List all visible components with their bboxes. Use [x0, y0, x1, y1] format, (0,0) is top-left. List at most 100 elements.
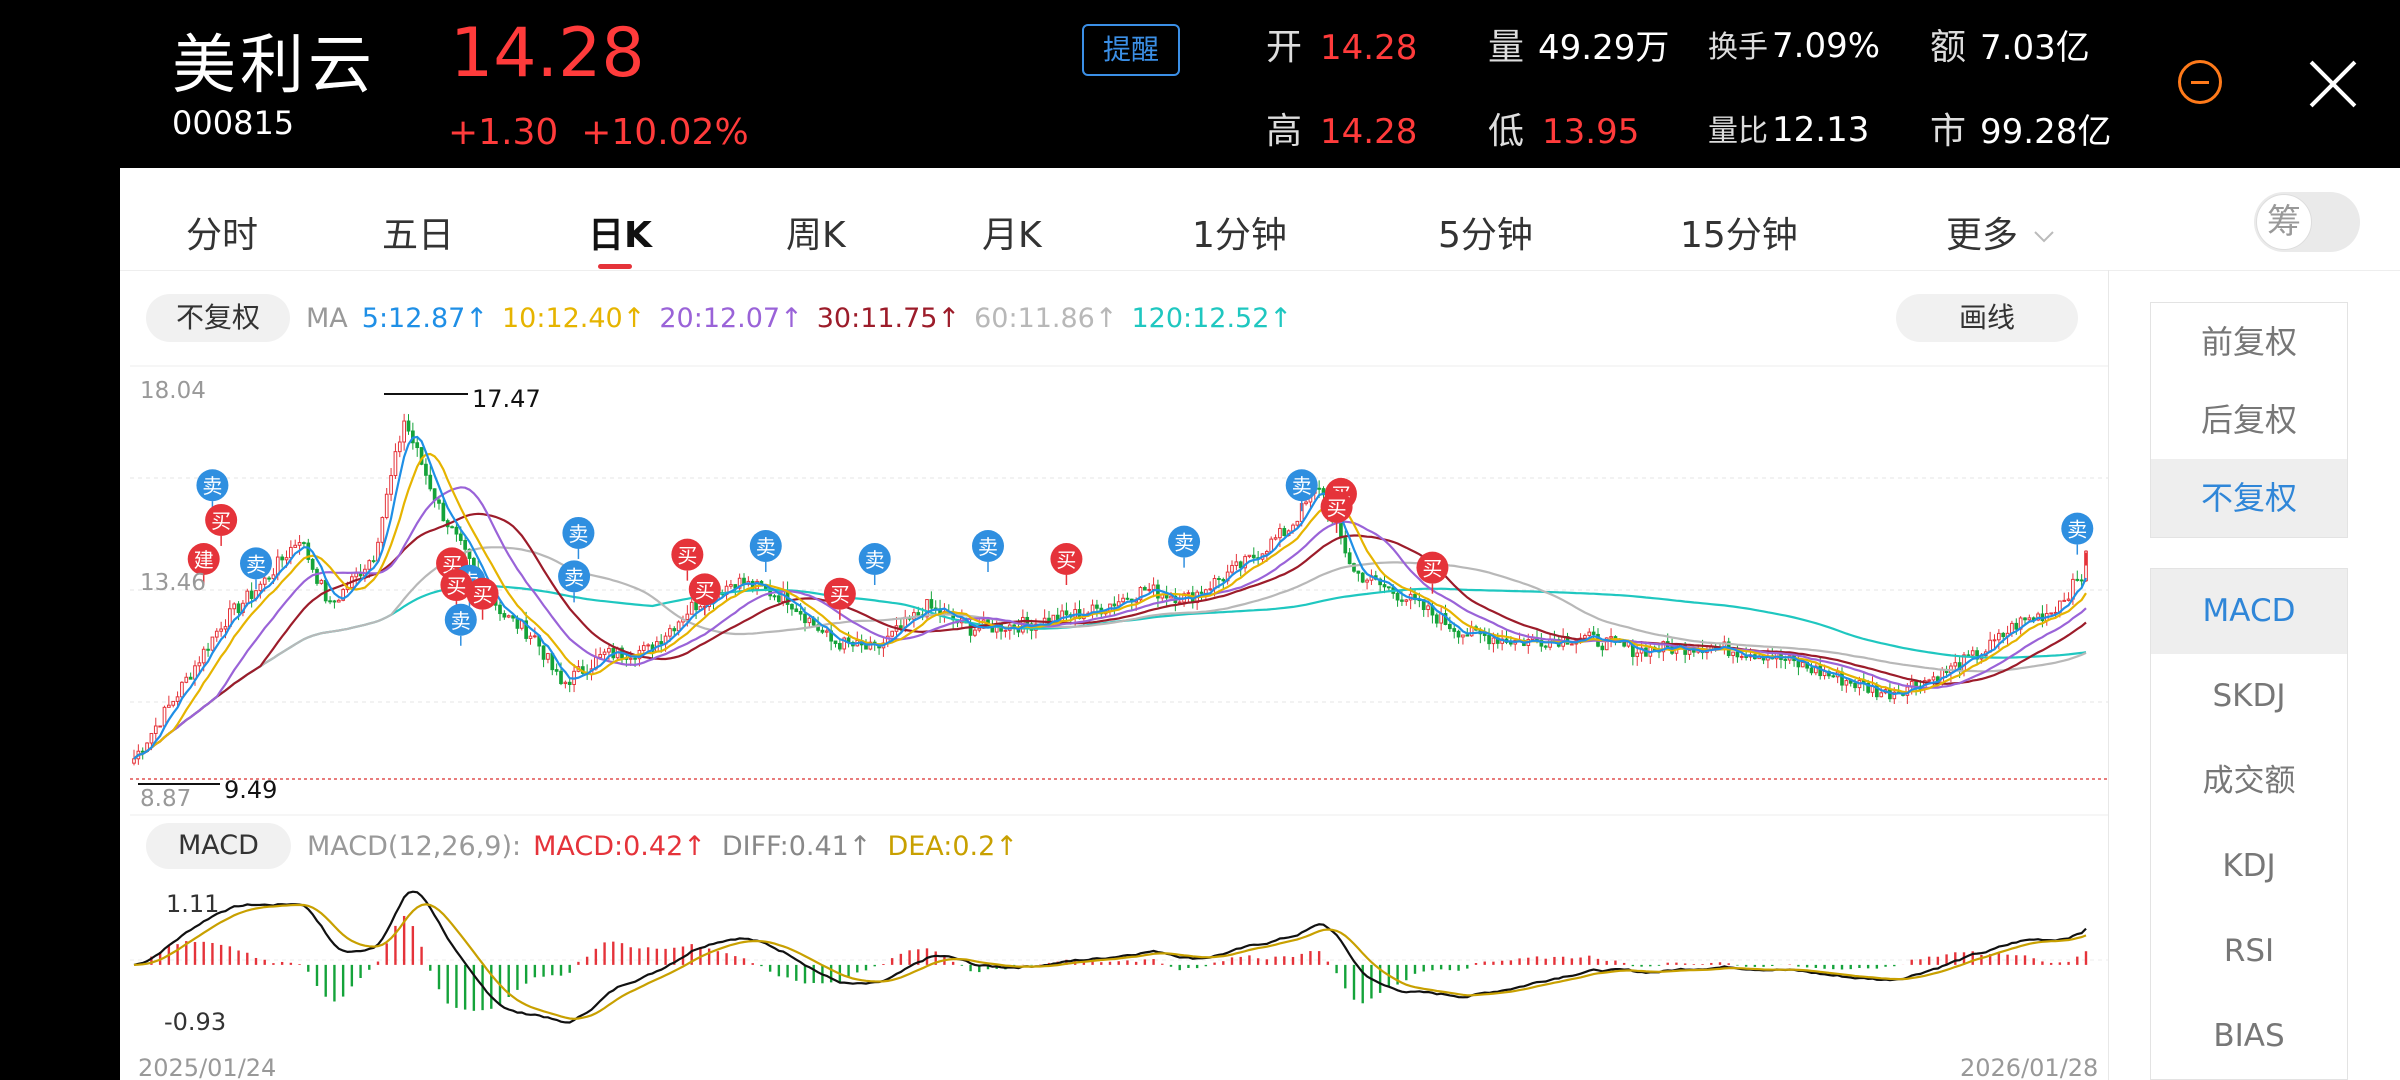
candle-up — [1208, 581, 1213, 592]
tab-five-day[interactable]: 五日 — [382, 215, 455, 256]
sell-signal-badge[interactable]: 卖 — [972, 529, 1004, 572]
sell-signal-badge[interactable]: 卖 — [2061, 512, 2094, 555]
ma30-line — [133, 512, 2087, 760]
candle-up — [1705, 645, 1709, 660]
macd-tick-bottom: -0.93 — [164, 1008, 226, 1036]
kline-chart[interactable]: 卖买建卖买卖买买卖卖卖买买卖买卖卖买卖卖买买买卖 18.04 13.46 8.8… — [120, 0, 2108, 1080]
candle-up — [1609, 628, 1613, 648]
candle-down — [1413, 588, 1417, 605]
candle-down — [1482, 627, 1487, 642]
tab-5min[interactable]: 5分钟 — [1438, 215, 1533, 256]
sell-signal-badge[interactable]: 卖 — [240, 547, 272, 590]
buy-signal-badge[interactable]: 买 — [1320, 490, 1353, 533]
candle-up — [1138, 586, 1143, 603]
buy-signal-badge[interactable]: 买 — [823, 577, 856, 620]
candle-down — [328, 596, 332, 605]
sell-signal-badge[interactable]: 卖 — [558, 560, 591, 603]
chip-distribution-toggle[interactable]: 筹 — [2254, 192, 2360, 252]
side-indicator-rsi[interactable]: RSI — [2223, 933, 2275, 969]
side-indicator-turnover[interactable]: 成交额 — [2202, 763, 2296, 799]
buy-signal-badge[interactable]: 买 — [1050, 543, 1083, 586]
candle-up — [563, 680, 568, 689]
candle-up — [184, 672, 189, 684]
side-indicator-macd[interactable]: MACD — [2151, 569, 2347, 654]
candle-up — [367, 559, 372, 578]
buy-signal-badge[interactable]: 买 — [205, 503, 238, 546]
candle-down — [933, 600, 938, 615]
candle-down — [1543, 644, 1548, 650]
side-no-adjust[interactable]: 不复权 — [2151, 459, 2347, 537]
candle-up — [1426, 601, 1430, 618]
side-indicator-bias[interactable]: BIAS — [2213, 1018, 2285, 1054]
candle-up — [1147, 582, 1152, 593]
side-forward-adjust[interactable]: 前复权 — [2200, 323, 2297, 361]
svg-text:买: 买 — [1422, 557, 1442, 581]
candle-down — [1360, 571, 1365, 584]
ma-legend: 不复权 MA 5:12.87↑ 10:12.40↑ 20:12.07↑ 30:1… — [146, 294, 1292, 342]
candle-up — [232, 602, 237, 616]
candle-down — [502, 610, 507, 620]
ma5-value: 5:12.87↑ — [361, 302, 488, 334]
buy-signal-badge[interactable]: 买 — [671, 538, 704, 581]
candle-up — [602, 648, 607, 661]
tab-weekly-k[interactable]: 周K — [786, 215, 846, 256]
tab-15min[interactable]: 15分钟 — [1680, 215, 1798, 256]
buy-signal-badge[interactable]: 买 — [1416, 551, 1449, 594]
candle-up — [1295, 520, 1300, 527]
candle-up — [881, 638, 886, 657]
quote-amount: 额 7.03亿 — [1930, 18, 2090, 70]
candle-up — [336, 598, 341, 603]
sell-signal-badge[interactable]: 卖 — [444, 603, 477, 646]
candle-down — [498, 600, 502, 621]
buy-signal-badge[interactable]: 买 — [688, 573, 721, 616]
candle-up — [350, 571, 354, 589]
candle-up — [319, 578, 324, 585]
candle-up — [1116, 594, 1121, 607]
ma10-line — [133, 452, 2087, 760]
candle-up — [380, 516, 385, 549]
side-indicator-skdj[interactable]: SKDJ — [2212, 678, 2286, 714]
tab-1min[interactable]: 1分钟 — [1192, 215, 1287, 256]
sell-signal-badge[interactable]: 卖 — [749, 529, 782, 572]
svg-text:买: 买 — [446, 574, 466, 598]
candle-up — [2066, 592, 2071, 602]
candle-up — [737, 573, 742, 591]
candle-down — [1465, 628, 1470, 637]
candle-up — [681, 615, 685, 627]
svg-text:卖: 卖 — [246, 552, 266, 576]
app: 美利云 000815 14.28 +1.30 +10.02% 提醒 开 14.28… — [120, 0, 2400, 1080]
indicator-panel: MACD SKDJ 成交额 KDJ RSI BIAS — [2150, 568, 2348, 1080]
quote-value: 13.95 — [1542, 112, 1640, 152]
ma120-value: 120:12.52↑ — [1131, 302, 1293, 334]
tab-intraday[interactable]: 分时 — [186, 215, 259, 256]
collapse-icon[interactable] — [2178, 60, 2222, 104]
build-signal-badge[interactable]: 建 — [187, 543, 220, 586]
buy-signal-badge[interactable]: 买 — [440, 569, 473, 612]
close-icon[interactable] — [2306, 56, 2362, 112]
sell-signal-badge[interactable]: 卖 — [196, 469, 229, 512]
tab-monthly-k[interactable]: 月K — [982, 215, 1042, 256]
side-backward-adjust[interactable]: 后复权 — [2200, 401, 2297, 439]
alert-button[interactable]: 提醒 — [1082, 24, 1180, 76]
svg-text:买: 买 — [695, 578, 715, 602]
candle-up — [1121, 593, 1125, 604]
adjust-selector[interactable]: 不复权 — [146, 294, 291, 342]
sell-signal-badge[interactable]: 卖 — [858, 543, 891, 586]
candle-up — [1731, 651, 1735, 664]
draw-line-button[interactable]: 画线 — [1896, 294, 2078, 342]
macd-indicator-selector[interactable]: MACD — [146, 823, 291, 869]
candle-up — [1007, 623, 1012, 640]
candle-up — [393, 443, 398, 479]
tab-more[interactable]: 更多 — [1946, 206, 2055, 258]
side-indicator-kdj[interactable]: KDJ — [2222, 848, 2276, 884]
candle-up — [1774, 652, 1779, 669]
candle-down — [659, 634, 664, 653]
candle-down — [1352, 562, 1356, 573]
buy-signal-badge[interactable]: 买 — [466, 577, 499, 620]
candle-up — [2018, 616, 2023, 635]
sell-signal-badge[interactable]: 卖 — [1285, 469, 1318, 512]
sell-signal-badge[interactable]: 卖 — [562, 516, 595, 559]
tab-daily-k[interactable]: 日K — [588, 215, 652, 256]
sell-signal-badge[interactable]: 卖 — [1168, 525, 1201, 568]
quote-label: 市 — [1930, 111, 1967, 152]
